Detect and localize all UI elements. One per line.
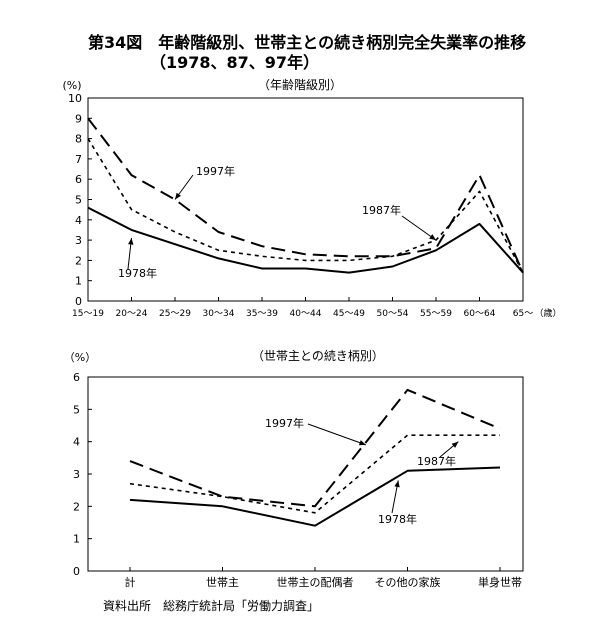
x-tick-label: 30～34	[203, 309, 235, 319]
x-tick-label: 世帯主	[206, 576, 239, 589]
x-tick-label: 50～54	[377, 309, 409, 319]
series-label: 1987年	[417, 454, 456, 468]
x-tick-label: 60～64	[464, 309, 496, 319]
series-line-1987-chart0	[87, 138, 524, 273]
title-line-2: （1978、87、97年）	[150, 53, 320, 72]
y-tick-label: 9	[75, 112, 82, 125]
x-tick-label: 45～49	[333, 309, 365, 319]
x-tick-label: 55～59	[420, 309, 452, 319]
x-tick-label: 40～44	[290, 309, 322, 319]
series-label-arrowhead	[429, 234, 436, 241]
series-line-1978-chart1	[129, 466, 501, 527]
x-tick-label: 20～24	[116, 309, 148, 319]
series-label-pointer	[401, 215, 437, 241]
x-tick-label: 15～19	[72, 309, 104, 319]
y-tick-label: 3	[73, 468, 80, 481]
series-label-arrowhead	[128, 238, 134, 245]
series-label-arrowhead	[358, 440, 366, 446]
plot-frame-1	[87, 376, 524, 572]
x-tick-label: 計	[125, 575, 136, 589]
y-tick-label: 4	[75, 214, 82, 227]
x-tick-label: 単身世帯	[478, 575, 522, 589]
x-tick-label: 35～39	[246, 309, 278, 319]
y-tick-label: 2	[75, 254, 82, 267]
x-tick-label: 世帯主の配偶者	[277, 576, 354, 589]
chart-title: 第34図 年齢階級別、世帯主との続き柄別完全失業率の推移 （1978、87、97…	[88, 33, 526, 73]
x-tick-label: 65～	[513, 309, 533, 319]
y-tick-label: 1	[75, 275, 82, 288]
y-tick-label: 0	[73, 565, 80, 578]
y-tick-label: 4	[73, 436, 80, 449]
series-label-pointer	[307, 423, 367, 446]
y-tick-label: 5	[75, 194, 82, 207]
series-label: 1997年	[265, 416, 304, 430]
x-tick-label: その他の家族	[375, 575, 441, 589]
series-line-1987-chart1	[129, 434, 500, 514]
y-axis-label-0: (%)	[62, 79, 81, 92]
series-line-1997-chart1	[129, 388, 501, 508]
x-tick-label: 25～29	[159, 309, 191, 319]
subchart-title-1: （世帯主との続き柄別）	[252, 349, 384, 363]
series-label: 1987年	[362, 203, 401, 217]
x-unit-label: （歳）	[534, 307, 561, 319]
series-label-arrowhead	[394, 480, 400, 488]
subchart-title-0: （年齢階級別）	[258, 77, 342, 92]
title-line-1: 第34図 年齢階級別、世帯主との続き柄別完全失業率の推移	[88, 33, 527, 52]
series-line-1997-chart0	[87, 117, 524, 274]
y-tick-label: 7	[75, 153, 82, 166]
source-note: 資料出所 総務庁統計局「労働力調査」	[103, 599, 320, 613]
y-tick-label: 0	[75, 295, 82, 308]
series-label-arrowhead	[451, 441, 459, 448]
y-tick-label: 6	[75, 173, 82, 186]
y-tick-label: 10	[68, 92, 82, 105]
series-label: 1997年	[196, 164, 235, 178]
series-line-1978-chart0	[87, 206, 524, 274]
series-label: 1978年	[118, 266, 157, 280]
y-tick-label: 2	[73, 500, 80, 513]
y-tick-label: 6	[73, 371, 80, 384]
y-tick-label: 1	[73, 533, 80, 546]
y-tick-label: 8	[75, 133, 82, 146]
y-tick-label: 3	[75, 234, 82, 247]
series-label: 1978年	[378, 512, 417, 526]
series-label-arrowhead	[175, 192, 182, 200]
y-axis-label-1: （%）	[64, 351, 96, 364]
y-tick-label: 5	[73, 403, 80, 416]
